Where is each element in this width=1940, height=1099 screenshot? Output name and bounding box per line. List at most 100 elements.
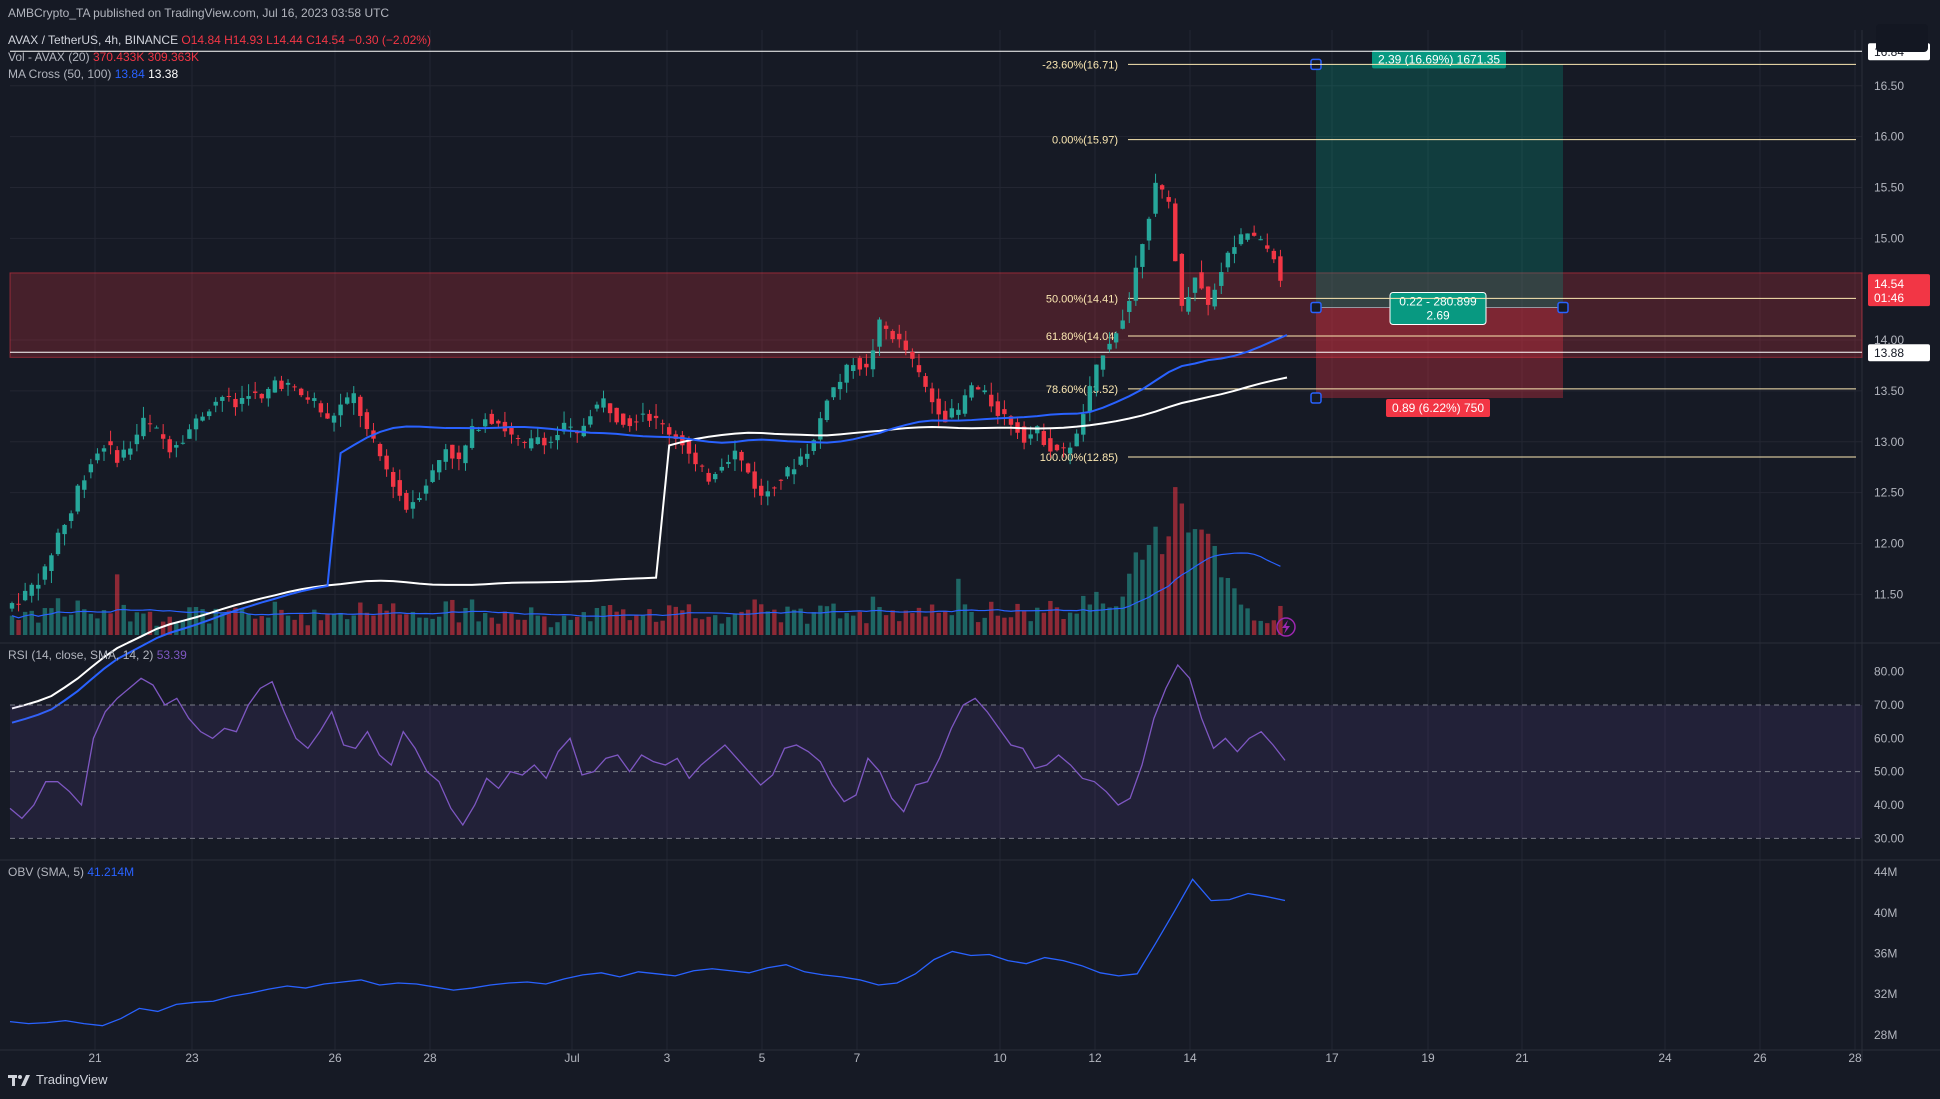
candle-body: [1153, 182, 1158, 214]
volume-bar: [128, 621, 133, 635]
volume-bar: [206, 623, 212, 635]
candle-body: [1186, 297, 1191, 312]
candle-body: [594, 404, 600, 409]
price-axis-tick: 13.00: [1874, 435, 1904, 449]
volume-bar: [864, 623, 869, 635]
candle-body: [128, 448, 133, 455]
candle-body: [1271, 250, 1277, 260]
candle-body: [1094, 364, 1099, 391]
volume-bar: [16, 619, 21, 635]
obv-label[interactable]: OBV (SMA, 5): [8, 865, 85, 879]
volume-bar: [903, 610, 909, 635]
candle-body: [883, 325, 889, 329]
volume-bar: [1100, 603, 1106, 635]
candle-body: [121, 449, 126, 458]
candle-body: [9, 603, 15, 609]
candle-body: [798, 456, 803, 465]
candle-body: [621, 413, 626, 425]
volume-bar: [344, 619, 350, 635]
volume-bar: [607, 605, 613, 635]
volume-bar: [890, 610, 895, 635]
volume-bar: [680, 610, 685, 635]
candle-body: [233, 398, 238, 408]
obv-line: [9, 878, 1286, 1027]
volume-bar: [548, 627, 554, 635]
volume-bar: [962, 604, 968, 635]
price-axis-tick: 15.50: [1874, 180, 1904, 194]
ma-cross-label[interactable]: MA Cross (50, 100): [8, 67, 112, 81]
candle-body: [141, 417, 146, 437]
volume-bar: [798, 608, 803, 635]
candle-body: [936, 398, 941, 415]
volume-bar: [1265, 623, 1270, 635]
ma-cross-legend: MA Cross (50, 100) 13.84 13.38: [8, 67, 178, 81]
volume-bar: [732, 614, 738, 635]
volume-bar: [837, 618, 843, 635]
candle-body: [463, 445, 468, 464]
volume-bar: [621, 609, 626, 635]
volume-bar: [338, 612, 343, 635]
volume-bar: [1041, 612, 1047, 635]
tradingview-footer[interactable]: TradingView: [8, 1072, 108, 1087]
price-axis-tick: 12.00: [1874, 536, 1904, 550]
candle-body: [522, 441, 527, 443]
symbol-label[interactable]: AVAX / TetherUS, 4h, BINANCE: [8, 33, 179, 47]
line-price-label: 13.88: [1874, 346, 1904, 360]
volume-bar: [141, 613, 146, 635]
volume-bar: [239, 608, 245, 635]
tradingview-logo-icon: [8, 1073, 30, 1087]
candle-body: [864, 363, 869, 368]
time-axis-tick: 21: [1515, 1051, 1529, 1065]
volume-bar: [1205, 533, 1211, 635]
volume-bar: [1035, 607, 1040, 635]
volume-bar: [568, 619, 573, 635]
volume-bar: [653, 621, 659, 635]
volume-bar: [851, 615, 856, 635]
time-axis-tick: 28: [423, 1051, 437, 1065]
time-axis-tick: 19: [1421, 1051, 1435, 1065]
candle-body: [1048, 438, 1053, 452]
volume-bar: [1140, 559, 1145, 635]
volume-bar: [1219, 577, 1224, 635]
volume-bar: [285, 615, 291, 635]
volume-bar: [36, 622, 41, 635]
volume-bar: [601, 605, 606, 635]
candle-body: [450, 444, 455, 459]
candle-body: [529, 438, 534, 449]
volume-label[interactable]: Vol - AVAX (20): [8, 50, 90, 64]
rsi-axis-tick: 70.00: [1874, 698, 1904, 712]
volume-bar: [870, 596, 876, 635]
candle-body: [410, 502, 416, 509]
volume-bar: [509, 613, 514, 635]
volume-bar: [877, 607, 882, 635]
candle-body: [1219, 272, 1224, 286]
volume-bar: [791, 609, 797, 635]
time-axis-tick: 26: [1753, 1051, 1767, 1065]
candle-body: [680, 435, 685, 446]
candle-body: [699, 465, 705, 467]
volume-bar: [134, 612, 140, 635]
volume-bar: [1258, 620, 1263, 635]
rsi-value: 53.39: [156, 648, 187, 662]
candle-body: [713, 474, 718, 480]
volume-bar: [989, 601, 994, 635]
volume-bar: [805, 623, 810, 635]
volume-bar: [1067, 612, 1073, 635]
volume-bar: [673, 606, 678, 635]
candle-body: [101, 448, 107, 452]
rsi-label[interactable]: RSI (14, close, SMA, 14, 2): [8, 648, 154, 662]
rsi-axis-tick: 80.00: [1874, 665, 1904, 679]
candle-body: [647, 413, 652, 421]
volume-bar: [272, 601, 278, 635]
candle-body: [1212, 289, 1217, 307]
candle-body: [82, 480, 87, 490]
volume-bar: [1192, 529, 1198, 635]
volume-bar: [1238, 604, 1244, 635]
candle-body: [561, 422, 567, 432]
candle-body: [489, 413, 494, 424]
volume-bar: [943, 610, 948, 635]
candle-body: [982, 390, 987, 393]
candle-body: [693, 452, 698, 465]
stop-label: 0.89 (6.22%) 750: [1392, 401, 1484, 415]
volume-bar: [436, 616, 442, 635]
